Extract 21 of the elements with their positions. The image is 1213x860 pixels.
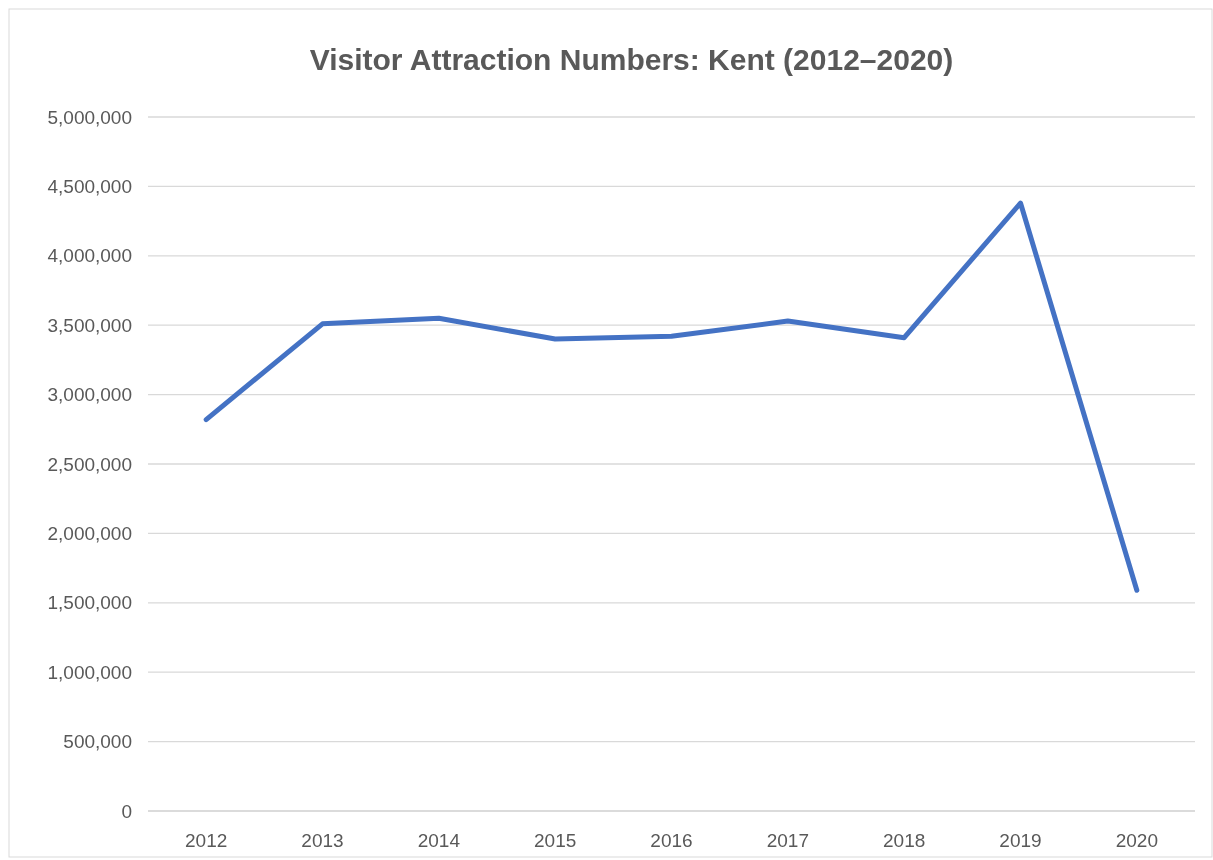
y-tick-label: 4,000,000 xyxy=(47,245,132,267)
chart-title: Visitor Attraction Numbers: Kent (2012–2020) xyxy=(309,43,954,76)
y-tick-label: 1,500,000 xyxy=(47,592,132,614)
y-tick-label: 4,500,000 xyxy=(47,176,132,198)
y-tick-label: 1,000,000 xyxy=(47,661,132,683)
y-tick-label: 2,000,000 xyxy=(47,523,132,545)
x-tick-label: 2018 xyxy=(883,830,926,851)
y-tick-label: 5,000,000 xyxy=(47,106,132,128)
y-tick-label: 0 xyxy=(121,800,132,822)
x-tick-label: 2017 xyxy=(766,830,809,851)
x-tick-label: 2012 xyxy=(185,830,228,851)
x-tick-label: 2014 xyxy=(417,830,461,851)
y-tick-label: 500,000 xyxy=(63,731,132,753)
x-tick-label: 2015 xyxy=(534,830,577,851)
y-tick-label: 3,500,000 xyxy=(47,314,132,336)
x-tick-label: 2016 xyxy=(650,830,693,851)
y-tick-label: 2,500,000 xyxy=(47,453,132,475)
y-tick-label: 3,000,000 xyxy=(47,384,132,406)
x-tick-label: 2013 xyxy=(301,830,344,851)
x-tick-label: 2019 xyxy=(999,830,1042,851)
x-tick-label: 2020 xyxy=(1115,830,1158,851)
